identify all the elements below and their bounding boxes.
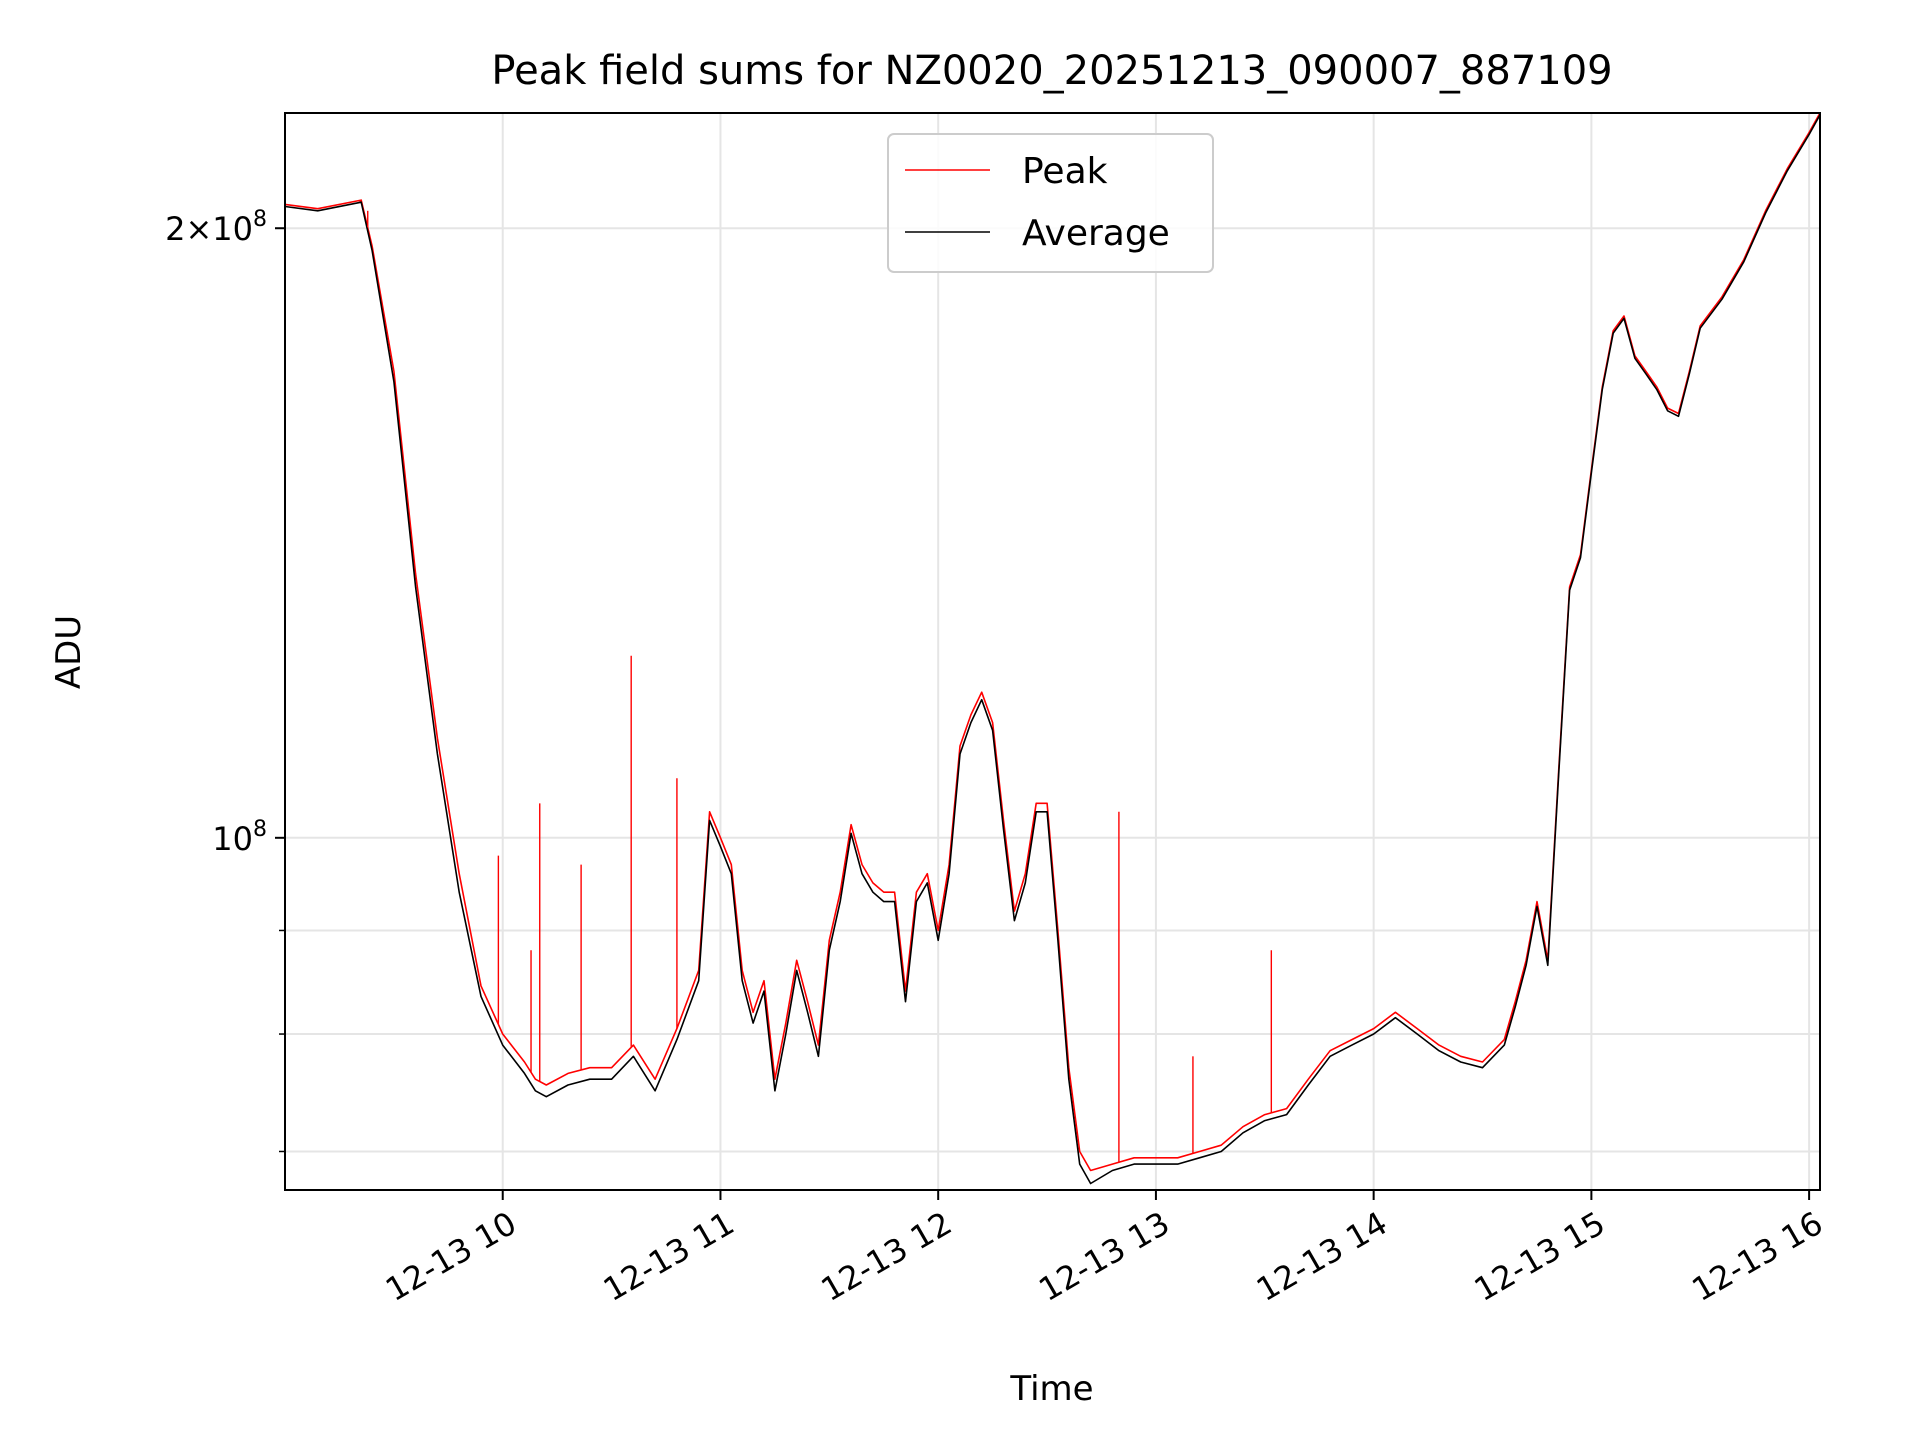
x-tick-label: 12-13 12 (815, 1204, 959, 1309)
chart-title: Peak field sums for NZ0020_20251213_0900… (491, 48, 1612, 94)
x-axis: 12-13 10 12-13 11 12-13 12 12-13 13 12-13 14… (379, 1190, 1829, 1309)
y-axis-label: ADU (49, 615, 89, 689)
grid-lines (285, 113, 1820, 1190)
x-tick-label: 12-13 14 (1250, 1204, 1394, 1309)
x-tick-label: 12-13 15 (1468, 1204, 1612, 1309)
plot-frame (284, 112, 1821, 1191)
series-line-average (285, 114, 1820, 1185)
y-tick-label: 108 (212, 817, 267, 858)
x-tick-label: 12-13 13 (1032, 1204, 1176, 1309)
y-tick-label: 2×108 (165, 207, 267, 248)
legend-box (887, 133, 1214, 273)
x-axis-label: Time (1009, 1369, 1093, 1409)
legend-label-peak: Peak (1022, 151, 1108, 192)
legend: Peak Average (887, 133, 1214, 273)
y-axis: 108 2×108 (165, 207, 285, 1153)
x-tick-label: 12-13 10 (379, 1204, 523, 1309)
x-tick-label: 12-13 16 (1686, 1204, 1830, 1309)
x-tick-label: 12-13 11 (597, 1204, 741, 1309)
legend-label-average: Average (1022, 213, 1170, 254)
series-layer (285, 113, 1820, 1185)
